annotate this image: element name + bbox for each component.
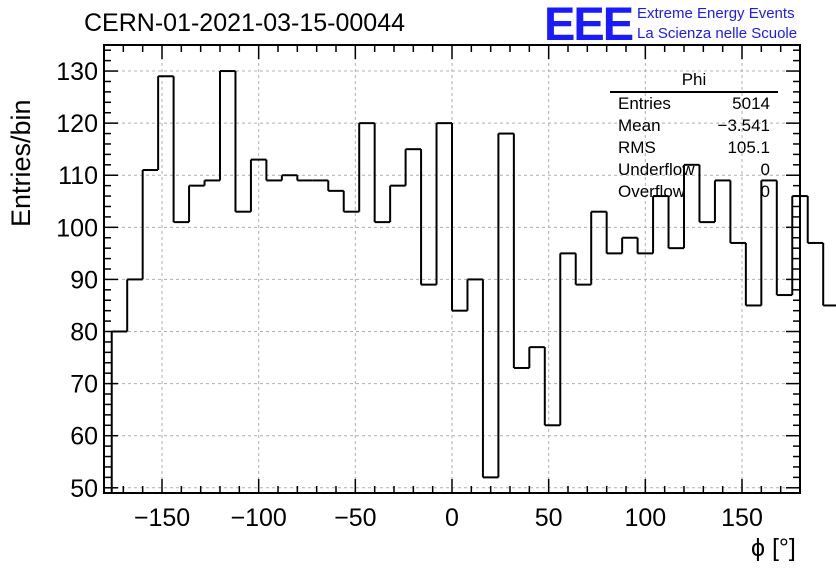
eee-logo: EEE bbox=[544, 0, 634, 50]
y-tick-labels: 50 60 70 80 90 100 110 120 130 bbox=[56, 58, 98, 503]
x-tick-label: −100 bbox=[231, 504, 287, 532]
chart-title: CERN-01-2021-03-15-00044 bbox=[84, 9, 406, 37]
stats-value: 0 bbox=[760, 160, 770, 179]
stats-label: Entries bbox=[618, 94, 671, 113]
y-tick-label: 60 bbox=[70, 423, 98, 451]
logo-subtitle-line1: Extreme Energy Events bbox=[637, 5, 795, 22]
y-tick-label: 80 bbox=[70, 319, 98, 347]
histogram-bars bbox=[110, 70, 836, 493]
stats-label: RMS bbox=[618, 138, 656, 157]
stats-row-underflow: Underflow 0 bbox=[610, 159, 778, 181]
stats-value: 5014 bbox=[732, 94, 770, 113]
y-tick-label: 100 bbox=[56, 214, 98, 242]
y-axis-label: Entries/bin bbox=[6, 99, 36, 227]
stats-label: Overflow bbox=[618, 182, 686, 201]
y-tick-label: 50 bbox=[70, 475, 98, 503]
x-tick-label: 50 bbox=[535, 504, 563, 532]
stats-label: Underflow bbox=[618, 160, 695, 179]
x-tick-labels: −150 −100 −50 0 50 100 150 bbox=[134, 504, 763, 532]
x-tick-label: −150 bbox=[134, 504, 190, 532]
x-tick-label: 0 bbox=[445, 504, 459, 532]
axes bbox=[103, 44, 801, 494]
y-tick-label: 120 bbox=[56, 110, 98, 138]
stats-row-mean: Mean −3.541 bbox=[610, 115, 778, 137]
y-tick-label: 110 bbox=[58, 162, 98, 190]
x-tick-label: 100 bbox=[624, 504, 666, 532]
stats-label: Mean bbox=[618, 116, 661, 135]
stats-value: −3.541 bbox=[717, 116, 770, 135]
logo-subtitle-line2: La Scienza nelle Scuole bbox=[637, 25, 798, 42]
stats-box: Phi Entries 5014 Mean −3.541 RMS 105.1 U… bbox=[610, 70, 778, 203]
y-tick-label: 70 bbox=[70, 371, 98, 399]
y-tick-label: 90 bbox=[70, 266, 98, 294]
stats-row-rms: RMS 105.1 bbox=[610, 137, 778, 159]
stats-value: 0 bbox=[760, 182, 770, 201]
x-tick-label: 150 bbox=[721, 504, 763, 532]
stats-row-overflow: Overflow 0 bbox=[610, 181, 778, 203]
stats-row-entries: Entries 5014 bbox=[610, 93, 778, 115]
y-tick-label: 130 bbox=[56, 58, 98, 86]
x-axis-label: ϕ [°] bbox=[751, 534, 796, 562]
stats-title: Phi bbox=[610, 70, 778, 93]
x-tick-label: −50 bbox=[334, 504, 376, 532]
stats-value: 105.1 bbox=[727, 138, 770, 157]
